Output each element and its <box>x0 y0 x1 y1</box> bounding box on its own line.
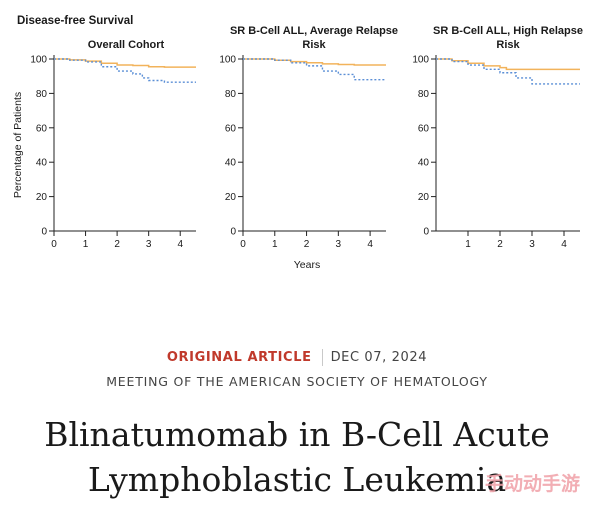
panel-2-curve-dotted <box>243 58 386 81</box>
panel-2-ytick-label-60: 60 <box>225 123 237 134</box>
panel-1-curve-solid <box>54 58 196 68</box>
panel-2-ytick-label-80: 80 <box>225 89 237 100</box>
panel-2-title-line-1: SR B-Cell ALL, Average Relapse <box>230 25 398 37</box>
panel-3-ytick-label-60: 60 <box>418 123 430 134</box>
figure-title: Disease-free Survival <box>17 15 133 27</box>
panel-1-xtick-label-2: 2 <box>114 239 120 250</box>
panel-1-xtick-label-3: 3 <box>146 239 152 250</box>
panel-1-ytick-label-0: 0 <box>41 227 47 238</box>
article-date: DEC 07, 2024 <box>330 350 428 365</box>
panel-1-title-line-1: Overall Cohort <box>88 39 165 51</box>
panel-3-ytick-label-20: 20 <box>418 192 430 203</box>
panel-3-xtick-label-1: 1 <box>465 239 471 250</box>
panel-1-xtick-label-4: 4 <box>177 239 183 250</box>
panel-1-ytick-label-80: 80 <box>36 89 48 100</box>
watermark-logo: 手动动手游 <box>484 473 580 495</box>
panel-3-ytick-label-80: 80 <box>418 89 430 100</box>
panel-3-xtick-label-3: 3 <box>529 239 535 250</box>
panel-1-ytick-label-40: 40 <box>36 158 48 169</box>
panel-2-title-line-2: Risk <box>302 39 326 51</box>
panel-1-xtick-label-0: 0 <box>51 239 57 250</box>
meta-divider <box>321 349 323 366</box>
panel-3-xtick-label-4: 4 <box>561 239 567 250</box>
km-curves-svg: Disease-free Survival Percentage of Patie… <box>12 15 583 271</box>
panel-2-xtick-label-3: 3 <box>336 239 342 250</box>
y-axis-label: Percentage of Patients <box>12 92 24 198</box>
panel-3-curve-dotted <box>436 58 580 85</box>
panel-3-ytick-label-100: 100 <box>412 55 429 66</box>
panel-1-ytick-label-60: 60 <box>36 123 48 134</box>
x-axis-label: Years <box>294 259 320 271</box>
panel-2-curve-solid <box>243 58 386 66</box>
panel-2-ytick-label-20: 20 <box>225 192 237 203</box>
panel-3-ytick-label-40: 40 <box>418 158 430 169</box>
meeting-label: MEETING OF THE AMERICAN SOCIETY OF HEMAT… <box>106 374 488 389</box>
panel-1-ytick-label-20: 20 <box>36 192 48 203</box>
article-meta: ORIGINAL ARTICLE DEC 07, 2024 <box>0 349 594 366</box>
panel-3-title-line-1: SR B-Cell ALL, High Relapse <box>433 25 583 37</box>
panel-2-xtick-label-4: 4 <box>367 239 373 250</box>
panel-1-curve-dotted <box>54 58 196 83</box>
article-type-label[interactable]: ORIGINAL ARTICLE <box>166 350 312 365</box>
panel-3-curve-solid <box>436 58 580 71</box>
article-title-line-2[interactable]: Lymphoblastic Leukemia <box>87 460 507 499</box>
panel-2-xtick-label-0: 0 <box>240 239 246 250</box>
panel-3-title-line-2: Risk <box>496 39 520 51</box>
panel-2-ytick-label-0: 0 <box>230 227 236 238</box>
article-title-line-1[interactable]: Blinatumomab in B-Cell Acute <box>44 415 550 454</box>
chart-figure: Disease-free Survival Percentage of Patie… <box>12 15 583 271</box>
panel-2-xtick-label-1: 1 <box>272 239 278 250</box>
panel-1-ytick-label-100: 100 <box>30 55 47 66</box>
panel-1-xtick-label-1: 1 <box>83 239 89 250</box>
panel-2-ytick-label-40: 40 <box>225 158 237 169</box>
panel-2-ytick-label-100: 100 <box>219 55 236 66</box>
panel-3-xtick-label-2: 2 <box>497 239 503 250</box>
panel-3-ytick-label-0: 0 <box>423 227 429 238</box>
panel-2-xtick-label-2: 2 <box>304 239 310 250</box>
